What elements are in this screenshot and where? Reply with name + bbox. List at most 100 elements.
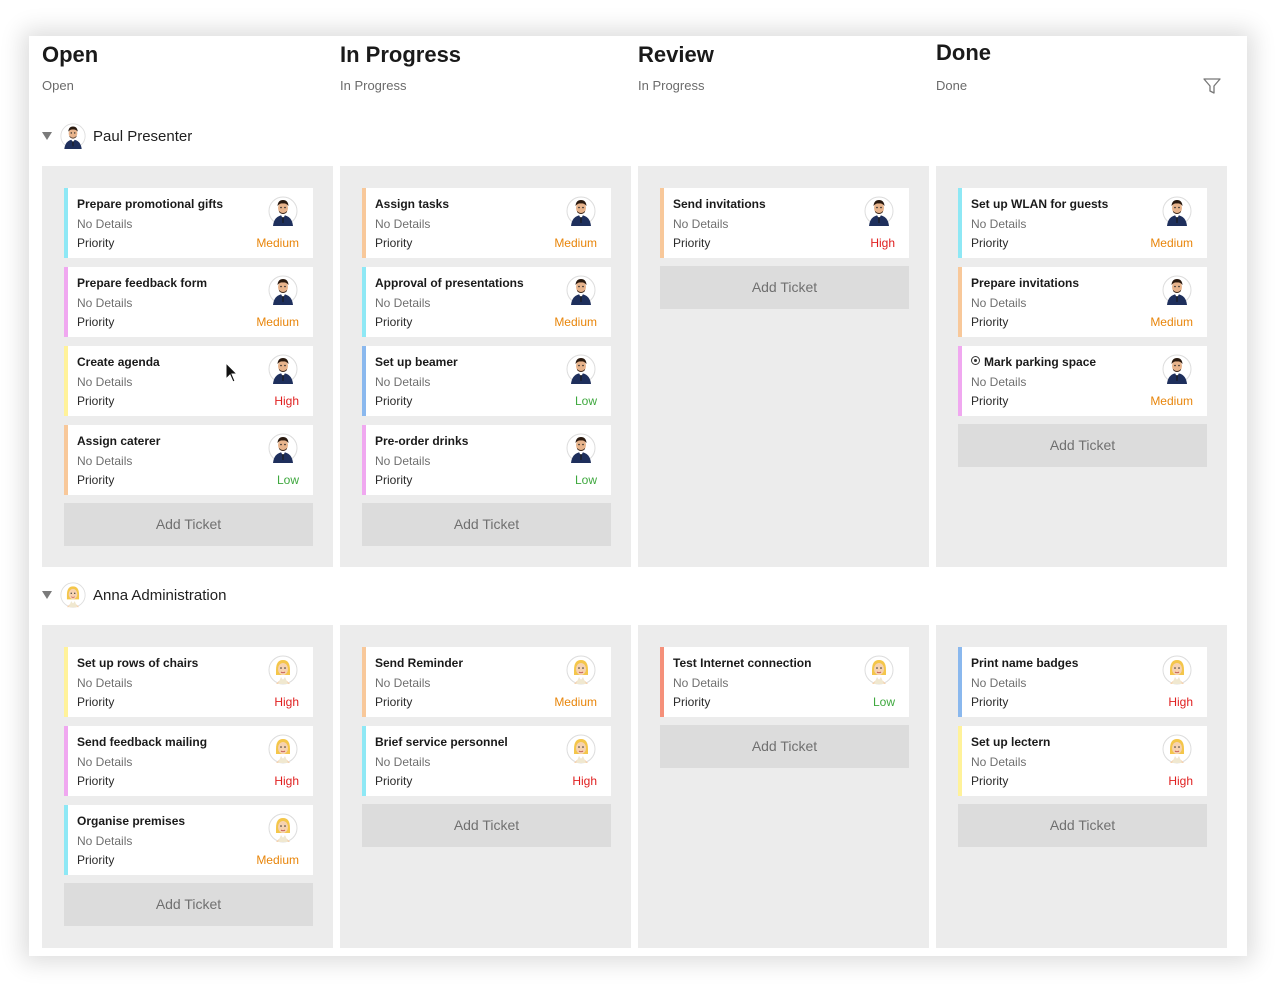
collapse-caret-icon[interactable] [42,591,52,599]
card-accent-bar [64,188,68,258]
add-ticket-button[interactable]: Add Ticket [660,725,909,768]
ticket-card[interactable]: Prepare invitations No Details Priority Med… [958,267,1207,337]
card-accent-bar [958,346,962,416]
card-details: No Details [77,296,133,310]
card-title-text: Mark parking space [984,355,1097,369]
ticket-card[interactable]: Brief service personnel No Details Priorit… [362,726,611,796]
ticket-card[interactable]: Assign tasks No Details Priority Medium [362,188,611,258]
priority-value: High [870,236,895,250]
card-title-text: Brief service personnel [375,735,508,749]
add-ticket-button[interactable]: Add Ticket [64,503,313,546]
priority-value: Medium [256,315,299,329]
priority-label: Priority [673,236,711,250]
card-details: No Details [77,676,133,690]
card-title: Create agenda [77,355,160,369]
woman-avatar-icon [1162,655,1192,685]
card-accent-bar [362,188,366,258]
card-details: No Details [971,217,1027,231]
priority-value: Low [574,394,597,408]
card-title: Set up lectern [971,735,1050,749]
woman-avatar-icon [268,655,298,685]
card-details: No Details [77,834,133,848]
card-accent-bar [660,188,664,258]
card-title-text: Print name badges [971,656,1079,670]
ticket-card[interactable]: Print name badges No Details Priority High [958,647,1207,717]
ticket-card[interactable]: Create agenda No Details Priority High [64,346,313,416]
add-ticket-button[interactable]: Add Ticket [362,503,611,546]
card-title: Approval of presentations [375,276,524,290]
card-title-text: Organise premises [77,814,186,828]
card-details: No Details [77,375,133,389]
column-title: Done [936,40,991,65]
card-accent-bar [958,188,962,258]
priority-value: Low [574,473,597,487]
ticket-card[interactable]: Set up rows of chairs No Details Priority H… [64,647,313,717]
ticket-card[interactable]: Prepare feedback form No Details Priority M… [64,267,313,337]
card-title: Prepare feedback form [77,276,207,290]
card-title: Assign tasks [375,197,449,211]
ticket-card[interactable]: Set up beamer No Details Priority Low [362,346,611,416]
add-ticket-button[interactable]: Add Ticket [362,804,611,847]
priority-label: Priority [375,695,413,709]
card-details: No Details [77,755,133,769]
priority-label: Priority [77,695,115,709]
priority-value: High [274,695,299,709]
priority-value: Medium [554,236,597,250]
priority-value: Medium [554,315,597,329]
ticket-card[interactable]: Assign caterer No Details Priority Low [64,425,313,495]
priority-label: Priority [77,236,115,250]
filter-icon[interactable] [1203,78,1221,95]
card-details: No Details [77,454,133,468]
priority-value: Medium [1150,315,1193,329]
card-accent-bar [958,726,962,796]
ticket-card[interactable]: Send invitations No Details Priority High [660,188,909,258]
priority-value: High [274,774,299,788]
ticket-card[interactable]: Pre-order drinks No Details Priority Low [362,425,611,495]
priority-value: Medium [554,695,597,709]
ticket-card[interactable]: Organise premises No Details Priority Mediu… [64,805,313,875]
priority-label: Priority [375,394,413,408]
priority-value: High [274,394,299,408]
ticket-card[interactable]: Send feedback mailing No Details Priority H… [64,726,313,796]
card-title: Print name badges [971,656,1078,670]
ticket-card[interactable]: Send Reminder No Details Priority Medium [362,647,611,717]
lane-open: Prepare promotional gifts No Details Prior… [42,166,333,567]
card-title-text: Approval of presentations [375,276,524,290]
priority-label: Priority [77,315,115,329]
card-title-text: Send Reminder [375,656,464,670]
column-title: Review [638,42,714,67]
ticket-card[interactable]: Test Internet connection No Details Priori… [660,647,909,717]
priority-label: Priority [375,236,413,250]
ticket-card[interactable]: Approval of presentations No Details Prior… [362,267,611,337]
card-title: Assign caterer [77,434,160,448]
priority-label: Priority [77,853,115,867]
card-accent-bar [362,647,366,717]
priority-value: Medium [1150,394,1193,408]
add-ticket-button[interactable]: Add Ticket [958,804,1207,847]
card-title: Set up WLAN for guests [971,197,1108,211]
man-avatar-icon [268,433,298,463]
lane-done: Set up WLAN for guests No Details Priority… [936,166,1227,567]
card-details: No Details [375,755,431,769]
card-title-text: Test Internet connection [673,656,812,670]
woman-avatar-icon [864,655,894,685]
add-ticket-button[interactable]: Add Ticket [660,266,909,309]
man-avatar-icon [566,433,596,463]
card-details: No Details [673,676,729,690]
ticket-card[interactable]: Set up lectern No Details Priority High [958,726,1207,796]
swimlane-name: Anna Administration [93,587,227,604]
card-title: Pre-order drinks [375,434,468,448]
ticket-card[interactable]: Mark parking space No Details Priority Medi… [958,346,1207,416]
ticket-card[interactable]: Set up WLAN for guests No Details Priority… [958,188,1207,258]
card-title-text: Prepare promotional gifts [77,197,224,211]
card-accent-bar [958,647,962,717]
card-accent-bar [362,425,366,495]
ticket-card[interactable]: Prepare promotional gifts No Details Prior… [64,188,313,258]
lane-done: Print name badges No Details Priority High S… [936,625,1227,948]
collapse-caret-icon[interactable] [42,132,52,140]
add-ticket-button[interactable]: Add Ticket [64,883,313,926]
lane-in-progress: Assign tasks No Details Priority Medium Appr… [340,166,631,567]
column-status-label: Done [936,78,968,93]
priority-label: Priority [375,473,413,487]
add-ticket-button[interactable]: Add Ticket [958,424,1207,467]
